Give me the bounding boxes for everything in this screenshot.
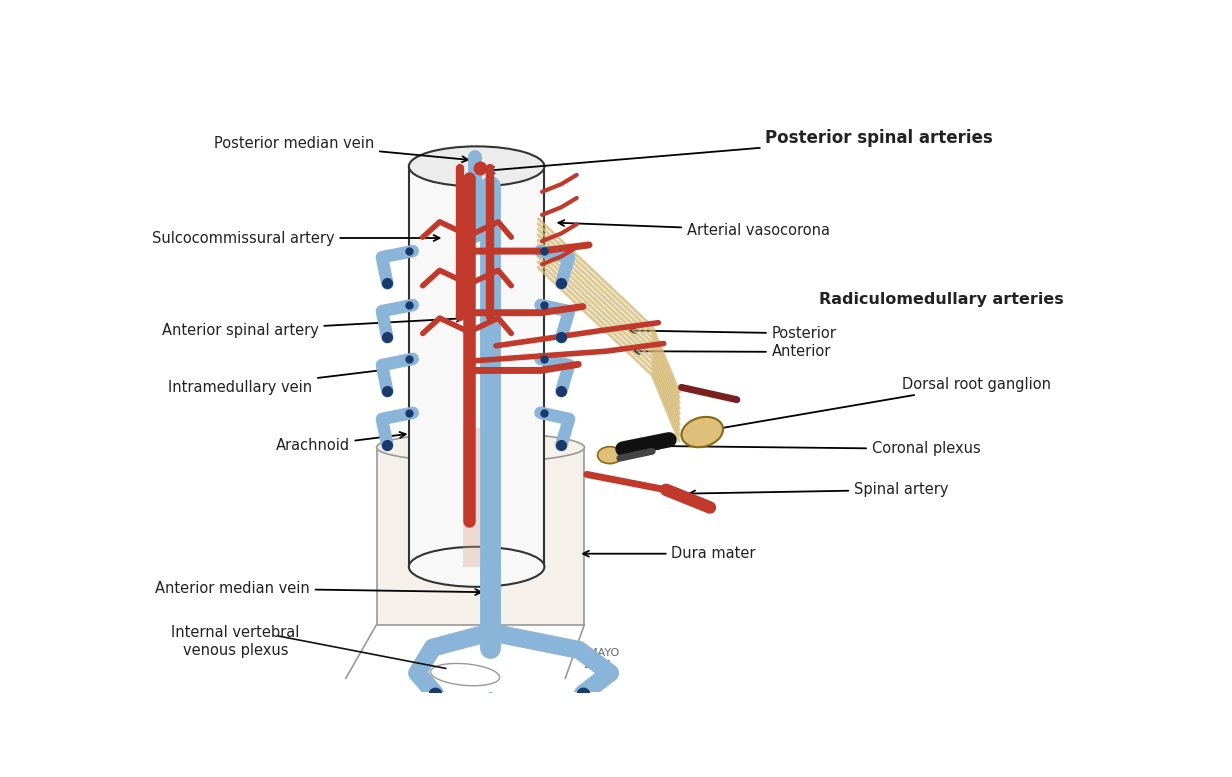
Ellipse shape bbox=[409, 146, 545, 186]
Text: Posterior median vein: Posterior median vein bbox=[214, 136, 468, 162]
Ellipse shape bbox=[409, 547, 545, 587]
Text: Arterial vasocorona: Arterial vasocorona bbox=[558, 220, 830, 238]
Text: Spinal artery: Spinal artery bbox=[690, 483, 949, 497]
FancyBboxPatch shape bbox=[409, 166, 545, 566]
Text: Anterior median vein: Anterior median vein bbox=[155, 581, 480, 596]
Text: Posterior: Posterior bbox=[630, 326, 837, 341]
Text: Anterior: Anterior bbox=[634, 344, 830, 360]
Text: Posterior spinal arteries: Posterior spinal arteries bbox=[488, 129, 993, 173]
Ellipse shape bbox=[598, 447, 622, 464]
Text: Internal vertebral
venous plexus: Internal vertebral venous plexus bbox=[171, 625, 299, 657]
Text: Radiculomedullary arteries: Radiculomedullary arteries bbox=[819, 292, 1064, 307]
Text: Dorsal root ganglion: Dorsal root ganglion bbox=[703, 377, 1051, 433]
Text: Anterior spinal artery: Anterior spinal artery bbox=[161, 315, 462, 338]
Text: D MAYO
2014: D MAYO 2014 bbox=[575, 648, 620, 670]
Text: Arachnoid: Arachnoid bbox=[276, 432, 405, 454]
Text: Dura mater: Dura mater bbox=[583, 546, 756, 561]
FancyBboxPatch shape bbox=[463, 428, 490, 566]
Text: Coronal plexus: Coronal plexus bbox=[653, 441, 981, 456]
Ellipse shape bbox=[377, 433, 584, 462]
FancyBboxPatch shape bbox=[377, 448, 584, 625]
Ellipse shape bbox=[681, 417, 723, 448]
Text: Intramedullary vein: Intramedullary vein bbox=[169, 368, 387, 395]
Text: Sulcocommissural artery: Sulcocommissural artery bbox=[152, 231, 440, 246]
